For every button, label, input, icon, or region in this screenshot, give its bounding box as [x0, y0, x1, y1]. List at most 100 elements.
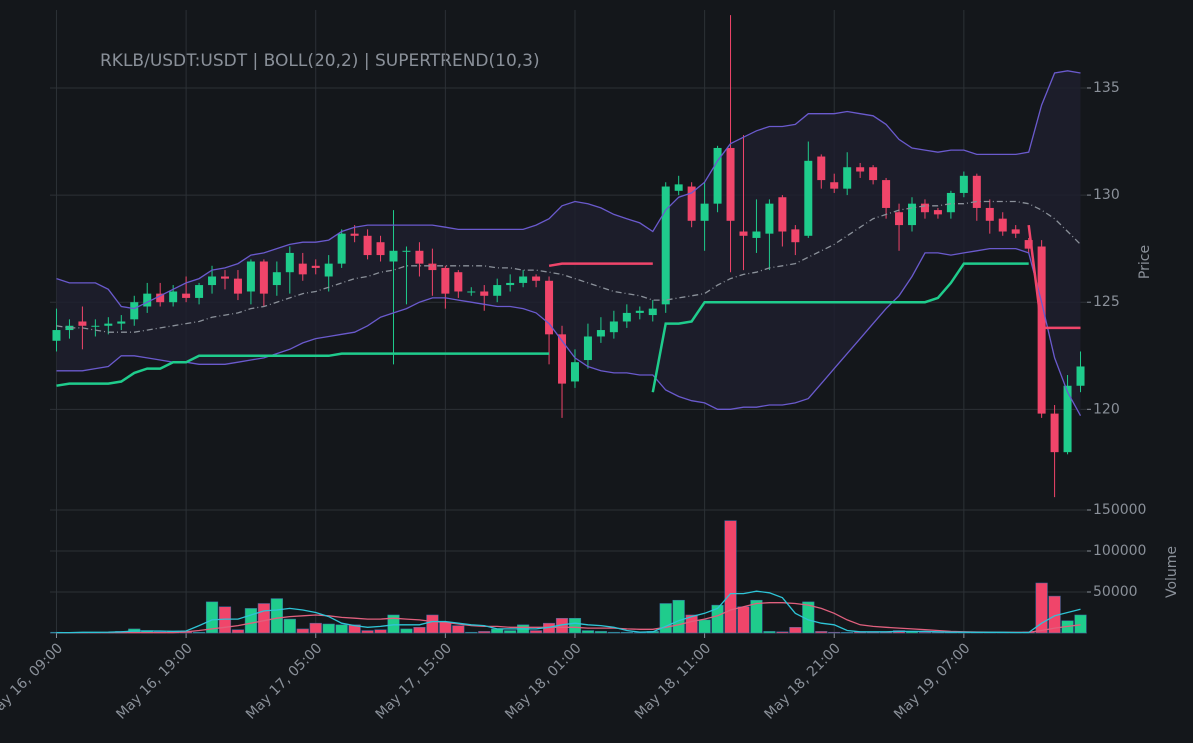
candle-body — [78, 321, 87, 326]
volume-bar — [478, 631, 491, 634]
y-tick-label: 150000 — [1093, 502, 1146, 518]
x-tick-label: May 19, 07:00 — [891, 640, 973, 722]
candle-body — [570, 362, 579, 382]
candle-body — [143, 293, 152, 307]
indicator-line — [56, 262, 1029, 393]
candle-body — [220, 276, 229, 279]
volume-bar — [348, 624, 361, 634]
volume-bar — [763, 631, 776, 634]
volume-bar — [504, 630, 517, 634]
volume-bar — [828, 631, 841, 634]
candle-body — [259, 261, 268, 294]
candle-body — [104, 323, 113, 326]
volume-bar — [335, 624, 348, 634]
volume-bar — [231, 629, 245, 634]
volume-bar — [776, 631, 789, 634]
candle-body — [830, 182, 839, 189]
candle-body — [908, 203, 917, 226]
candle-body — [376, 242, 385, 256]
candle-body — [1024, 240, 1033, 249]
candle-body — [933, 210, 942, 215]
volume-bar — [841, 632, 854, 634]
candle-body — [1050, 413, 1059, 453]
indicator-line — [548, 224, 1081, 330]
candle-body — [726, 147, 735, 221]
candle-body — [233, 278, 242, 294]
candle-body — [169, 291, 178, 303]
indicator-line — [56, 247, 1082, 417]
candle-body — [428, 263, 437, 271]
candle-body — [869, 167, 878, 181]
x-tick-label: May 18, 01:00 — [502, 640, 584, 722]
volume-bar — [309, 622, 322, 634]
candle-body — [156, 293, 165, 303]
candle-body — [363, 235, 372, 256]
volume-bar — [789, 627, 802, 634]
candle-body — [246, 261, 255, 292]
x-tick-label: May 16, 09:00 — [0, 640, 66, 722]
indicator-line — [56, 70, 1081, 310]
volume-bar — [387, 614, 400, 634]
candle-body — [402, 250, 411, 252]
candle-body — [441, 267, 450, 294]
candle-body — [895, 212, 904, 226]
volume-bar — [568, 617, 582, 634]
candle-body — [519, 276, 528, 283]
volume-bar — [426, 614, 439, 634]
volume-bar — [257, 603, 270, 634]
chart-title: RKLB/USDT:USDT | BOLL(20,2) | SUPERTREND… — [100, 51, 540, 71]
candle-body — [959, 175, 968, 193]
candle-body — [389, 250, 398, 262]
candle-body — [415, 250, 424, 264]
candle-body — [1076, 366, 1085, 386]
candle-body — [998, 218, 1007, 232]
price-axis-label: Price — [1137, 245, 1153, 279]
volume-bar — [1074, 614, 1087, 634]
candle-body — [182, 293, 191, 298]
candle-body — [674, 184, 683, 191]
candle-body — [739, 231, 748, 236]
volume-bar — [244, 608, 258, 634]
volume-bar — [620, 631, 633, 634]
candle-body — [1063, 385, 1072, 453]
x-tick-label: May 16, 19:00 — [113, 640, 195, 722]
volume-axis-label: Volume — [1164, 546, 1180, 598]
x-tick-label: May 17, 15:00 — [373, 640, 455, 722]
candle-body — [1037, 246, 1046, 414]
candle-body — [506, 282, 515, 286]
candle-body — [545, 280, 554, 335]
volume-bar — [815, 631, 828, 634]
volume-bar — [361, 630, 374, 634]
candle-body — [52, 330, 61, 341]
candle-body — [985, 207, 994, 221]
volume-bar — [465, 631, 478, 634]
candle-body — [285, 252, 294, 273]
candle-body — [454, 272, 463, 292]
y-tick-label: 120 — [1093, 401, 1120, 417]
volume-bar — [530, 630, 543, 634]
x-tick-label: May 18, 21:00 — [762, 640, 844, 722]
candle-body — [350, 233, 359, 236]
candle-body — [920, 203, 929, 213]
candle-body — [778, 197, 787, 232]
volume-bar — [711, 604, 724, 634]
candle-body — [117, 321, 126, 324]
candle-body — [622, 312, 631, 322]
candle-body — [635, 310, 644, 313]
candle-body — [480, 291, 489, 296]
candle-body — [1011, 229, 1020, 234]
y-tick-label: 130 — [1093, 187, 1120, 203]
candle-body — [700, 203, 709, 221]
candle-body — [298, 263, 307, 275]
candle-body — [311, 265, 320, 268]
volume-bar — [672, 599, 685, 634]
candle-body — [558, 334, 567, 384]
candle-body — [882, 180, 891, 208]
candle-body — [130, 302, 139, 320]
y-tick-label: 100000 — [1093, 543, 1146, 559]
volume-bar — [724, 520, 737, 634]
candle-body — [91, 325, 100, 327]
volume-bar — [322, 623, 335, 634]
candle-body — [713, 147, 722, 204]
volume-bar — [750, 599, 763, 634]
